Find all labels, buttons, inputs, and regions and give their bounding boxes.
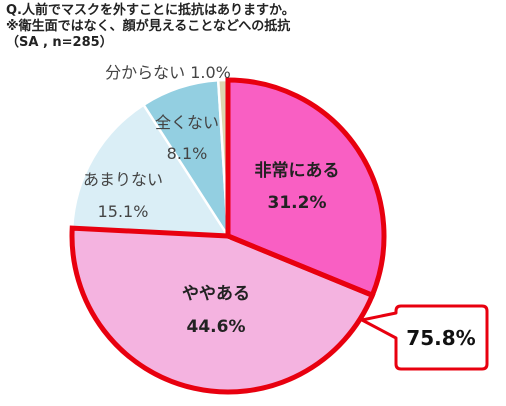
highlight-outline-1 <box>69 225 376 395</box>
question-note: ※衛生面ではなく、顔が見えることなどへの抵抗 <box>6 19 291 34</box>
slice-label-3: 全くない <box>155 113 219 132</box>
slice-value-1: 44.6% <box>187 317 246 337</box>
slice-value-2: 15.1% <box>98 202 149 221</box>
slice-label-1: ややある <box>182 284 250 304</box>
question-header: Q.人前でマスクを外すことに抵抗はありますか。 ※衛生面ではなく、顔が見えること… <box>6 3 486 51</box>
total-callout-value: 75.8% <box>406 326 475 350</box>
question-title: Q.人前でマスクを外すことに抵抗はありますか。 <box>6 3 295 18</box>
slice-value-0: 31.2% <box>268 193 327 213</box>
sample-info: （SA , n=285） <box>6 35 113 50</box>
slice-label-0: 非常にある <box>255 160 340 181</box>
highlight-outline-0 <box>225 77 387 299</box>
slice-label-4: 分からない 1.0% <box>105 63 231 82</box>
pie-slice-2 <box>70 103 231 238</box>
slice-value-3: 8.1% <box>167 144 208 163</box>
slice-label-2: あまりない <box>83 170 163 189</box>
total-callout-box <box>360 304 489 371</box>
